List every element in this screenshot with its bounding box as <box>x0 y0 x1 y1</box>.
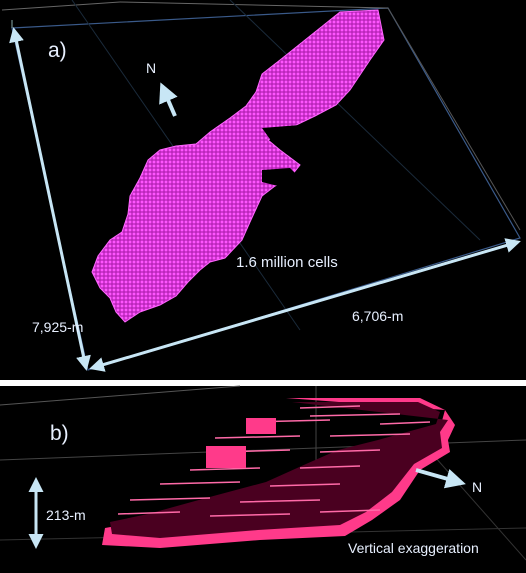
north-arrow-a <box>159 82 178 117</box>
left-dimension-arrow <box>9 27 91 371</box>
north-label-a: N <box>146 60 156 76</box>
panel-a-label: a) <box>48 39 67 62</box>
panel-b-label: b) <box>50 422 69 445</box>
vertical-exaggeration-caption: Vertical exaggeration <box>348 540 479 556</box>
north-label-b: N <box>472 479 482 495</box>
panel-a: a) N 1.6 million cells 7,925-m 6,706-m <box>0 0 526 380</box>
bottom-dimension-arrow <box>89 238 521 372</box>
panel-b: b) N 213-m Vertical exaggeration <box>0 385 526 573</box>
dim-vertical-label: 213-m <box>46 507 86 523</box>
north-arrow-b <box>415 468 466 489</box>
vertical-section <box>102 398 455 548</box>
cell-count-label: 1.6 million cells <box>236 254 338 271</box>
dim-bottom-label: 6,706-m <box>352 308 403 324</box>
dim-left-label: 7,925-m <box>32 319 83 335</box>
